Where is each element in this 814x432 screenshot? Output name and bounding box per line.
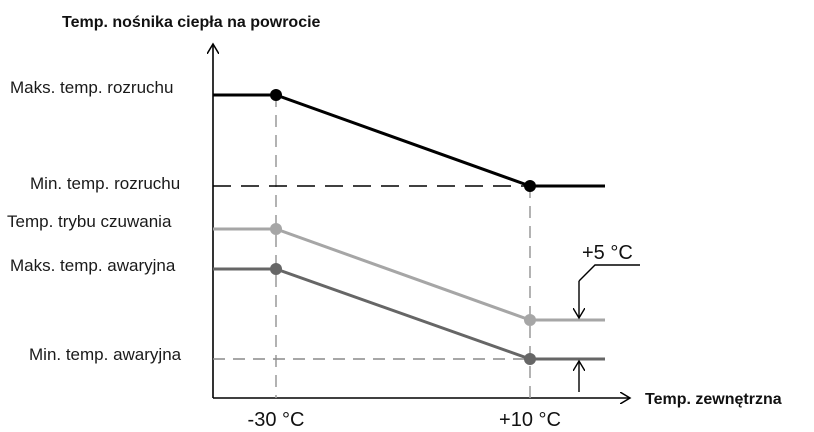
series-start-line xyxy=(213,93,605,188)
label-standby: Temp. trybu czuwania xyxy=(7,212,172,231)
series-start-point-minus30 xyxy=(270,89,282,101)
series-standby-point-plus10 xyxy=(524,314,536,326)
series-start-point-plus10 xyxy=(524,180,536,192)
x-axis-title: Temp. zewnętrzna xyxy=(645,391,782,408)
series-standby-point-minus30 xyxy=(270,223,282,235)
label-min-emergency: Min. temp. awaryjna xyxy=(29,345,182,364)
label-max-start: Maks. temp. rozruchu xyxy=(10,78,173,97)
label-min-start: Min. temp. rozruchu xyxy=(30,174,180,193)
series-emergency-point-minus30 xyxy=(270,263,282,275)
tick-label-plus10: +10 °C xyxy=(499,409,561,431)
offset-leader-line xyxy=(578,264,640,282)
offset-label: +5 °C xyxy=(582,242,633,264)
y-axis-title: Temp. nośnika ciepła na powrocie xyxy=(62,14,321,31)
series-standby-line xyxy=(213,227,605,322)
series-emergency-point-plus10 xyxy=(524,353,536,365)
tick-label-minus30: -30 °C xyxy=(248,409,305,431)
label-max-emergency: Maks. temp. awaryjna xyxy=(10,256,176,275)
series-emergency-line xyxy=(213,267,605,361)
